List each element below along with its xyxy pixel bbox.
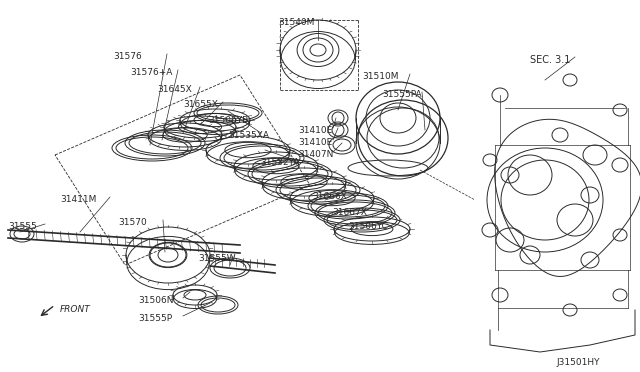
Text: 31506N: 31506N: [138, 296, 173, 305]
Text: 31667X: 31667X: [332, 208, 367, 217]
Text: J31501HY: J31501HY: [556, 358, 600, 367]
Text: 31535XA: 31535XA: [228, 131, 269, 140]
Text: 31506YC: 31506YC: [348, 222, 388, 231]
Text: 31555W: 31555W: [198, 254, 236, 263]
Text: 31410E: 31410E: [298, 138, 332, 147]
Text: 31532YA: 31532YA: [260, 158, 300, 167]
Text: 31555: 31555: [8, 222, 36, 231]
Text: 31645X: 31645X: [157, 85, 192, 94]
Text: 31540M: 31540M: [278, 18, 314, 27]
Text: 31411M: 31411M: [60, 195, 97, 204]
Text: 31510M: 31510M: [362, 72, 399, 81]
Text: 31506YB: 31506YB: [208, 116, 248, 125]
Text: 31555P: 31555P: [138, 314, 172, 323]
Text: 31410E: 31410E: [298, 126, 332, 135]
Text: 31576: 31576: [113, 52, 141, 61]
Text: 31407N: 31407N: [298, 150, 333, 159]
Text: 31655X: 31655X: [183, 100, 218, 109]
Text: 31576+A: 31576+A: [130, 68, 172, 77]
Text: FRONT: FRONT: [60, 305, 91, 314]
Text: 31666X: 31666X: [312, 192, 347, 201]
Text: SEC. 3.1: SEC. 3.1: [530, 55, 570, 65]
Text: 31555PA: 31555PA: [382, 90, 422, 99]
Text: 31570: 31570: [118, 218, 147, 227]
